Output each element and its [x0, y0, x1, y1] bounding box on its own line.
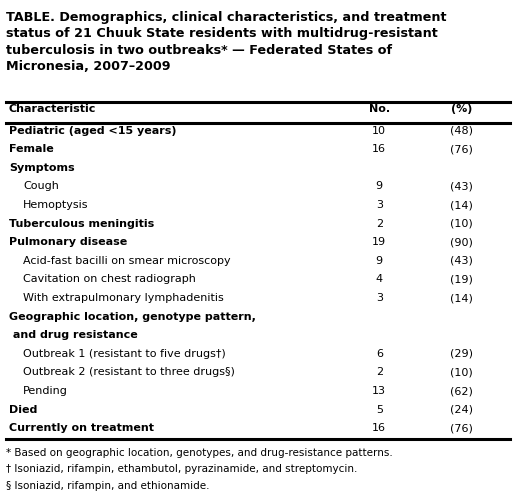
Text: Geographic location, genotype pattern,: Geographic location, genotype pattern, — [9, 311, 255, 321]
Text: Pediatric (aged <15 years): Pediatric (aged <15 years) — [9, 125, 176, 135]
Text: (48): (48) — [450, 125, 473, 135]
Text: 16: 16 — [372, 423, 386, 433]
Text: Tuberculous meningitis: Tuberculous meningitis — [9, 219, 154, 229]
Text: Symptoms: Symptoms — [9, 163, 74, 173]
Text: (29): (29) — [450, 349, 473, 359]
Text: 3: 3 — [376, 200, 383, 210]
Text: No.: No. — [369, 104, 390, 114]
Text: (43): (43) — [450, 256, 473, 266]
Text: Outbreak 2 (resistant to three drugs§): Outbreak 2 (resistant to three drugs§) — [23, 368, 235, 377]
Text: TABLE. Demographics, clinical characteristics, and treatment
status of 21 Chuuk : TABLE. Demographics, clinical characteri… — [6, 11, 447, 73]
Text: 16: 16 — [372, 144, 386, 154]
Text: Characteristic: Characteristic — [9, 104, 96, 114]
Text: 10: 10 — [372, 125, 386, 135]
Text: Female: Female — [9, 144, 54, 154]
Text: 9: 9 — [376, 256, 383, 266]
Text: (%): (%) — [451, 104, 473, 114]
Text: Currently on treatment: Currently on treatment — [9, 423, 154, 433]
Text: (90): (90) — [450, 237, 473, 247]
Text: 9: 9 — [376, 182, 383, 191]
Text: (10): (10) — [450, 219, 473, 229]
Text: Outbreak 1 (resistant to five drugs†): Outbreak 1 (resistant to five drugs†) — [23, 349, 226, 359]
Text: Died: Died — [9, 405, 37, 415]
Text: (43): (43) — [450, 182, 473, 191]
Text: (14): (14) — [450, 293, 473, 303]
Text: Cavitation on chest radiograph: Cavitation on chest radiograph — [23, 274, 196, 284]
Text: (24): (24) — [450, 405, 473, 415]
Text: † Isoniazid, rifampin, ethambutol, pyrazinamide, and streptomycin.: † Isoniazid, rifampin, ethambutol, pyraz… — [6, 464, 358, 474]
Text: 2: 2 — [376, 219, 383, 229]
Text: Pulmonary disease: Pulmonary disease — [9, 237, 127, 247]
Text: (10): (10) — [450, 368, 473, 377]
Text: 5: 5 — [376, 405, 383, 415]
Text: § Isoniazid, rifampin, and ethionamide.: § Isoniazid, rifampin, and ethionamide. — [6, 481, 209, 491]
Text: * Based on geographic location, genotypes, and drug-resistance patterns.: * Based on geographic location, genotype… — [6, 448, 393, 458]
Text: 6: 6 — [376, 349, 383, 359]
Text: 19: 19 — [372, 237, 386, 247]
Text: (76): (76) — [450, 144, 473, 154]
Text: Acid-fast bacilli on smear microscopy: Acid-fast bacilli on smear microscopy — [23, 256, 231, 266]
Text: 2: 2 — [376, 368, 383, 377]
Text: Cough: Cough — [23, 182, 59, 191]
Text: 4: 4 — [376, 274, 383, 284]
Text: With extrapulmonary lymphadenitis: With extrapulmonary lymphadenitis — [23, 293, 224, 303]
Text: (76): (76) — [450, 423, 473, 433]
Text: Pending: Pending — [23, 386, 68, 396]
Text: Hemoptysis: Hemoptysis — [23, 200, 89, 210]
Text: 13: 13 — [372, 386, 386, 396]
Text: (14): (14) — [450, 200, 473, 210]
Text: and drug resistance: and drug resistance — [9, 330, 138, 340]
Text: (62): (62) — [450, 386, 473, 396]
Text: (19): (19) — [450, 274, 473, 284]
Text: 3: 3 — [376, 293, 383, 303]
